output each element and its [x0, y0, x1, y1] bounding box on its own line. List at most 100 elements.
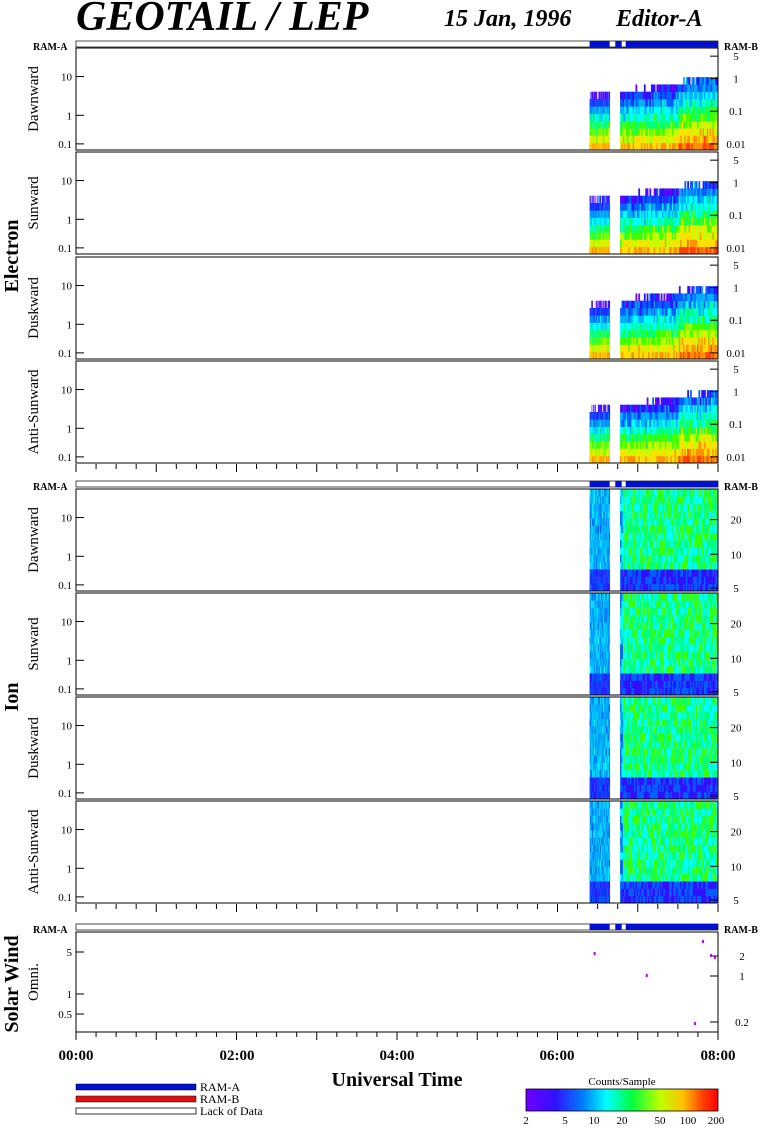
- spectrogram-cell: [628, 232, 631, 240]
- spectrogram-cell: [639, 322, 642, 331]
- spectrogram-cell: [699, 224, 702, 233]
- spectrogram-cell: [652, 448, 655, 457]
- spectrogram-cell: [680, 300, 683, 309]
- spectrogram-cell: [653, 412, 656, 420]
- spectrogram-cell: [622, 308, 625, 316]
- spectrogram-cell: [676, 433, 678, 442]
- spectrogram-cell: [624, 455, 627, 464]
- spectrogram-cell: [646, 195, 649, 204]
- spectrogram-cell: [643, 239, 646, 248]
- spectrogram-cell: [684, 181, 687, 189]
- spectrogram-cell: [621, 315, 624, 323]
- spectrogram-cell: [683, 224, 685, 233]
- spectrogram-cell: [648, 210, 650, 218]
- spectrogram-cell: [683, 404, 685, 413]
- spectrogram-cell: [662, 315, 664, 323]
- spectrogram-cell: [684, 329, 687, 338]
- spectrogram-cell: [705, 329, 708, 338]
- spectrogram-cell: [690, 195, 692, 204]
- spectrogram-cell: [701, 315, 704, 323]
- spectrogram-cell: [650, 433, 653, 442]
- spectrogram-cell: [655, 106, 657, 114]
- spectrogram-cell: [642, 433, 645, 442]
- spectrogram-cell: [705, 188, 708, 197]
- spectrogram-cell: [712, 300, 715, 309]
- spectrogram-cell: [625, 344, 628, 353]
- spectrogram-cell: [681, 113, 684, 122]
- spectrogram-cell: [706, 286, 709, 294]
- spectrogram-cell: [659, 246, 662, 255]
- spectrogram-cell: [698, 286, 701, 294]
- spectrogram-cell: [657, 239, 660, 248]
- spectrogram-cell: [667, 113, 670, 122]
- spectrogram-cell: [650, 293, 653, 302]
- spectrogram-cell: [636, 455, 639, 464]
- spectrogram-cell: [631, 322, 634, 331]
- spectrogram-cell: [666, 300, 669, 309]
- spectrogram-cell: [713, 232, 716, 240]
- spectrogram-cell: [598, 404, 600, 413]
- spectrogram-cell: [711, 404, 713, 413]
- spectrogram-cell: [642, 344, 645, 353]
- spectrogram-cell: [683, 293, 685, 302]
- spectrogram-cell: [677, 203, 680, 211]
- spectrogram-cell: [653, 142, 656, 151]
- spectrogram-cell: [657, 441, 660, 449]
- spectrogram-cell: [625, 308, 628, 316]
- spectrogram-cell: [670, 239, 673, 248]
- spectrogram-cell: [643, 293, 646, 302]
- spectrogram-cell: [704, 441, 706, 449]
- spectrogram-cell: [656, 246, 659, 255]
- spectrogram-cell: [662, 91, 664, 100]
- spectrogram-cell: [708, 315, 711, 323]
- spectrogram-cell: [646, 397, 649, 406]
- spectrogram-cell: [673, 113, 676, 122]
- spectrogram-cell: [629, 128, 632, 136]
- spectrogram-cell: [683, 77, 685, 85]
- spectrogram-cell: [639, 239, 642, 248]
- spectrogram-cell: [629, 203, 632, 211]
- spectrogram-cell: [687, 113, 690, 122]
- spectrogram-cell: [662, 106, 664, 114]
- spectrogram-cell: [711, 441, 713, 449]
- spectrogram-cell: [669, 337, 671, 345]
- spectrogram-cell: [685, 412, 688, 420]
- spectrogram-cell: [674, 322, 677, 331]
- spectrogram-cell: [622, 128, 625, 136]
- spectrogram-cell: [694, 128, 697, 136]
- spectrogram-cell: [601, 300, 603, 309]
- spectrogram-cell: [688, 113, 691, 122]
- spectrogram-cell: [624, 217, 627, 226]
- spectrogram-cell: [677, 412, 680, 420]
- spectrogram-cell: [625, 142, 628, 151]
- spectrogram-cell: [643, 329, 646, 338]
- spectrogram-cell: [663, 217, 666, 226]
- spectrogram-cell: [624, 232, 627, 240]
- spectrogram-cell: [621, 113, 624, 122]
- spectrogram-cell: [715, 300, 717, 309]
- spectrogram-cell: [709, 433, 712, 442]
- spectrogram-cell: [699, 448, 702, 457]
- spectrogram-cell: [677, 142, 680, 151]
- spectrogram-cell: [666, 419, 669, 427]
- spectrogram-cell: [659, 188, 662, 197]
- spectrogram-cell: [667, 397, 670, 406]
- spectrogram-cell: [636, 99, 639, 107]
- spectrogram-cell: [648, 239, 650, 248]
- spectrogram-cell: [715, 329, 717, 338]
- y-tick-label: 0.1: [58, 243, 72, 255]
- spectrogram-cell: [634, 246, 636, 255]
- spectrogram-cell: [648, 224, 650, 233]
- spectrogram-cell: [649, 329, 652, 338]
- spectrogram-cell: [643, 426, 646, 435]
- spectrogram-cell: [702, 433, 705, 442]
- spectrogram-cell: [676, 300, 678, 309]
- spectrogram-cell: [622, 419, 625, 427]
- spectrogram-cell: [677, 113, 680, 122]
- spectrogram-cell: [670, 322, 673, 331]
- spectrogram-cell: [690, 308, 692, 316]
- spectrogram-cell: [636, 210, 639, 218]
- spectrogram-cell: [676, 135, 678, 144]
- spectrogram-cell: [666, 224, 669, 233]
- spectrogram-cell: [678, 195, 681, 204]
